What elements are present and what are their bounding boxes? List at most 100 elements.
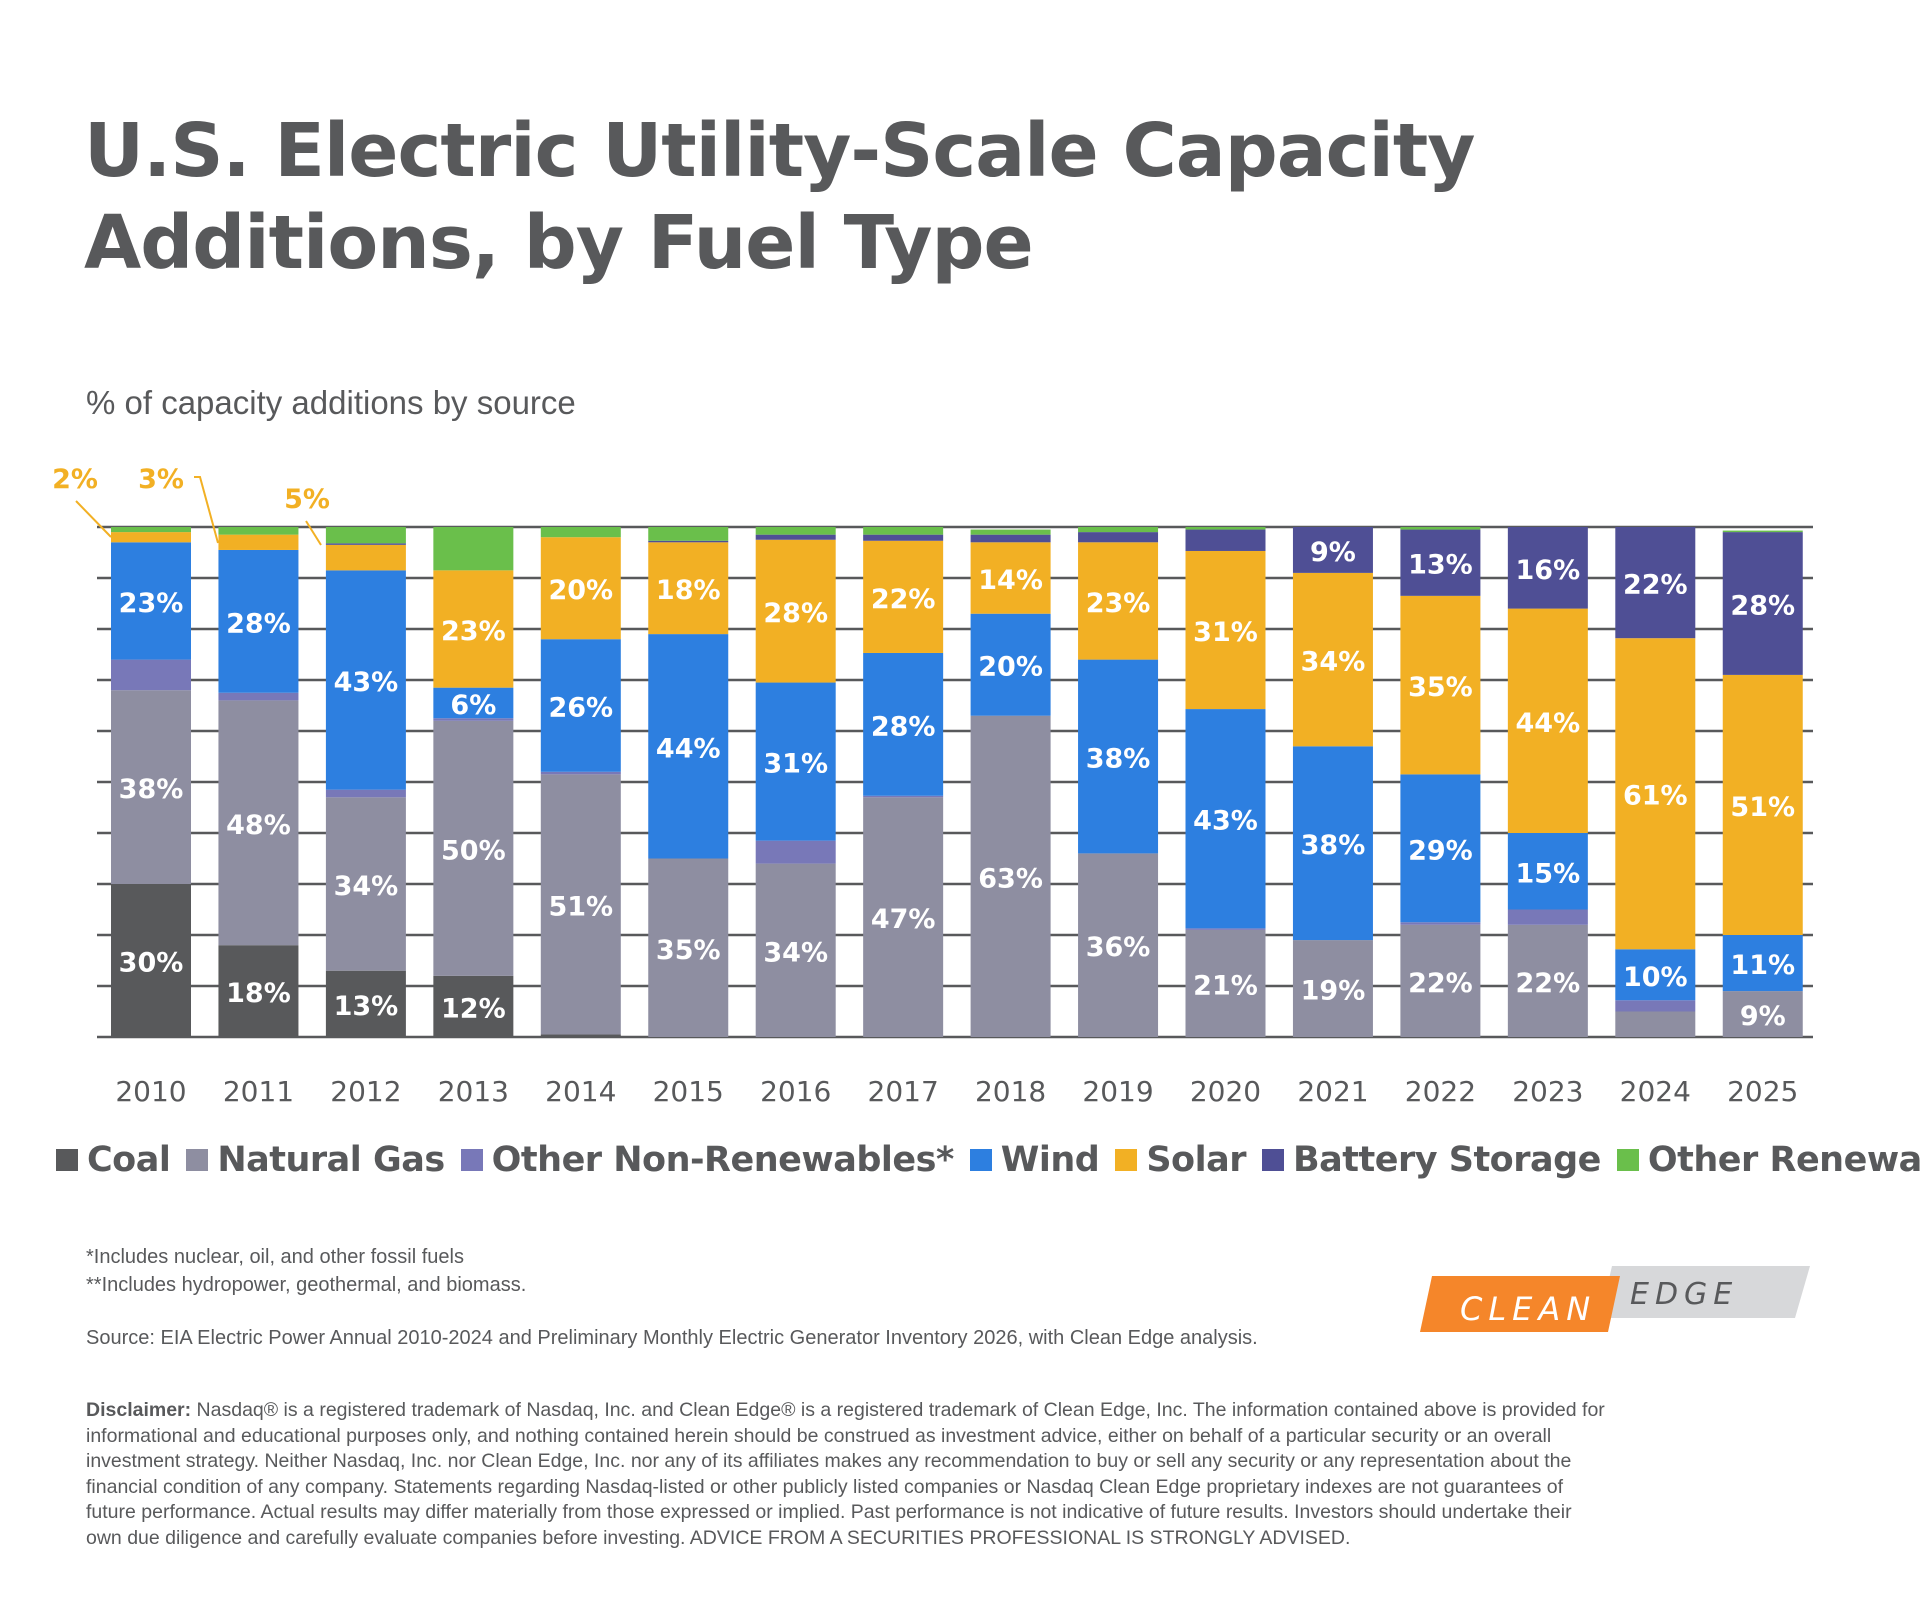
bar-segment-other-renewables (970, 529, 1051, 535)
bar-segment-wind (1292, 746, 1373, 941)
title-line-2: Additions, by Fuel Type (84, 200, 1034, 286)
bar-2016 (755, 527, 836, 1037)
data-label: 31% (1193, 617, 1258, 648)
bar-segment-natural-gas (970, 715, 1051, 1037)
data-label: 13% (1408, 550, 1473, 581)
data-label: 13% (334, 991, 399, 1022)
bar-2024 (1615, 527, 1696, 1037)
bar-segment-other-non-renewables (433, 718, 514, 721)
bar-segment-other-renewables (1400, 527, 1481, 530)
x-tick-label: 2014 (545, 1075, 616, 1108)
bar-segment-coal (325, 970, 406, 1037)
callout-leader-line (75, 500, 112, 538)
stacked-bar-chart: 30% 38% 23% 18% 48% 28% 13% 34% 43% 12% 50% 6% 23% 51… (52, 464, 1813, 1108)
bar-2023 (1507, 527, 1588, 1037)
bar-segment-natural-gas (1185, 929, 1266, 1037)
bar-segment-other-renewables (218, 527, 299, 535)
bar-segment-other-non-renewables (863, 795, 944, 798)
data-label: 22% (1408, 968, 1473, 999)
disclaimer-text: Nasdaq® is a registered trademark of Nas… (191, 1399, 1605, 1421)
data-label: 48% (226, 810, 291, 841)
bar-segment-battery-storage (648, 540, 729, 543)
disclaimer: Disclaimer: Nasdaq® is a registered trad… (86, 1398, 1846, 1551)
bar-segment-natural-gas (1400, 924, 1481, 1037)
bar-segment-other-renewables (433, 527, 514, 571)
bar-segment-battery-storage (1507, 527, 1588, 609)
bar-segment-wind (1722, 935, 1803, 992)
bar-2022 (1400, 527, 1481, 1037)
data-label: 30% (119, 948, 184, 979)
bar-segment-battery-storage (1185, 529, 1266, 551)
bar-segment-solar (218, 534, 299, 550)
x-tick-label: 2021 (1297, 1075, 1368, 1108)
bar-segment-natural-gas (648, 858, 729, 1037)
x-tick-label: 2011 (223, 1075, 294, 1108)
bar-segment-solar (1292, 572, 1373, 747)
bar-segment-solar (863, 540, 944, 653)
legend-label: Battery Storage (1292, 1140, 1601, 1180)
data-label: 36% (1086, 932, 1151, 963)
data-label: 14% (978, 565, 1043, 596)
x-tick-label: 2022 (1405, 1075, 1476, 1108)
x-tick-label: 2010 (115, 1075, 186, 1108)
legend-swatch (1115, 1149, 1138, 1171)
bar-segment-battery-storage (755, 534, 836, 540)
data-label: 18% (226, 978, 291, 1009)
data-label: 38% (119, 774, 184, 805)
bar-segment-wind (1615, 949, 1696, 1001)
bar-segment-other-renewables (111, 527, 191, 533)
logo-edge-text: EDGE (1630, 1277, 1738, 1312)
bar-segment-battery-storage (863, 534, 944, 541)
bar-2011 (218, 527, 299, 1037)
bar-segment-wind (540, 639, 621, 772)
chart-subtitle: % of capacity additions by source (86, 384, 576, 421)
bar-2015 (648, 527, 729, 1037)
data-label: 22% (871, 584, 936, 615)
bar-segment-solar (1185, 550, 1266, 710)
bar-segment-coal (111, 884, 191, 1037)
data-label: 11% (1730, 950, 1795, 981)
bar-segment-wind (863, 652, 944, 796)
logo-clean-text: CLEAN (1460, 1290, 1596, 1328)
data-label: 38% (1086, 744, 1151, 775)
bar-2020 (1185, 527, 1266, 1037)
bar-segment-natural-gas (111, 690, 191, 884)
x-tick-label: 2024 (1620, 1075, 1691, 1108)
callouts: 2% 3% 5% (52, 464, 330, 546)
data-label: 28% (871, 711, 936, 742)
data-label: 6% (450, 690, 496, 721)
disclaimer-line: financial condition of any company. Stat… (86, 1475, 1564, 1498)
legend-label: Other Non-Renewables* (491, 1140, 955, 1180)
bar-segment-wind (111, 542, 191, 660)
bar-segment-solar (1722, 674, 1803, 935)
bar-segment-solar (648, 542, 729, 635)
bar-segment-wind (1400, 774, 1481, 923)
bar-segment-natural-gas (433, 720, 514, 976)
footnote-other-non-renewables: *Includes nuclear, oil, and other fossil… (86, 1246, 464, 1268)
disclaimer-line: investment strategy. Neither Nasdaq, Inc… (86, 1450, 1572, 1472)
bar-segment-solar (1615, 638, 1696, 950)
bar-segment-natural-gas (325, 797, 406, 971)
bar-2019 (1078, 527, 1159, 1037)
bar-segment-wind (1185, 709, 1266, 929)
legend-item: Other Non-Renewables* (460, 1140, 955, 1180)
callout-leader-line (194, 476, 219, 544)
page-title: U.S. Electric Utility-Scale Capacity Add… (84, 105, 1475, 289)
disclaimer-line: future performance. Actual results may d… (86, 1501, 1572, 1523)
legend-swatch (56, 1149, 78, 1171)
bar-segment-coal (433, 975, 514, 1037)
footnote-other-renewables: **Includes hydropower, geothermal, and b… (86, 1274, 527, 1296)
x-tick-label: 2023 (1512, 1075, 1583, 1108)
bar-segment-solar (755, 539, 836, 683)
data-label: 19% (1301, 976, 1366, 1007)
bar-2010 (111, 527, 191, 1037)
bar-segment-battery-storage (325, 543, 406, 545)
bar-segment-other-non-renewables (540, 771, 621, 775)
bar-segment-other-renewables (863, 527, 944, 535)
x-tick-label: 2015 (653, 1075, 724, 1108)
bar-segment-wind (218, 549, 299, 693)
legend-swatch (969, 1149, 992, 1171)
x-tick-label: 2013 (438, 1075, 509, 1108)
data-label: 26% (548, 693, 613, 724)
bar-segment-other-non-renewables (218, 692, 299, 701)
